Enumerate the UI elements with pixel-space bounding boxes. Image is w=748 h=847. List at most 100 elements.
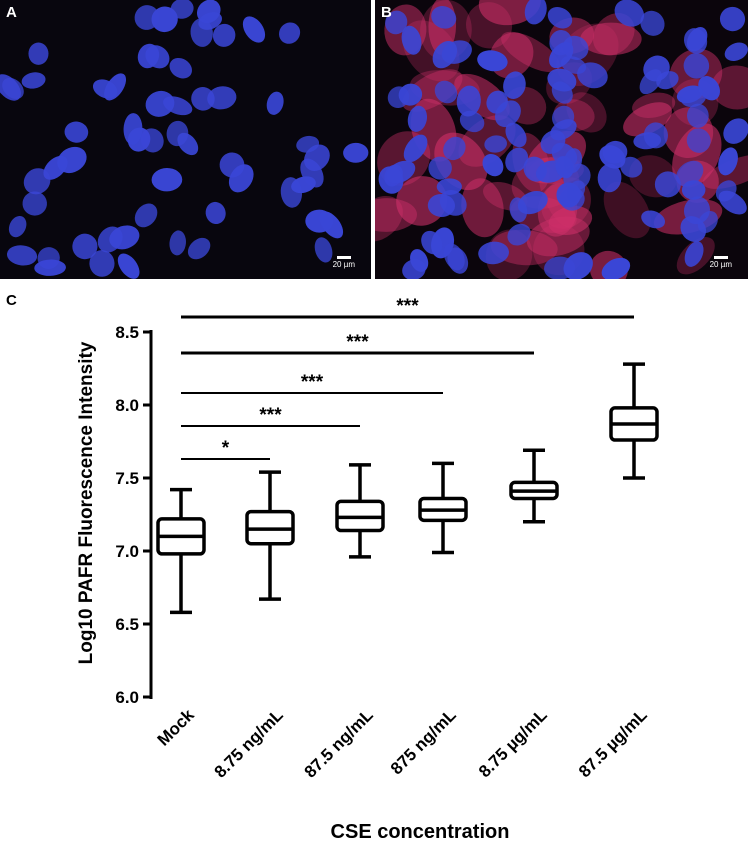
- significance-label: ***: [346, 332, 369, 353]
- cell-nucleus: [428, 156, 452, 180]
- cell-nucleus: [602, 140, 628, 164]
- cell-nucleus: [134, 203, 158, 228]
- cell-nucleus: [314, 237, 333, 263]
- cell-nucleus: [434, 80, 458, 104]
- cell-nucleus: [482, 153, 504, 177]
- panel-letter-a: A: [6, 4, 17, 21]
- cell-nucleus: [123, 113, 143, 145]
- panel-letter-c: C: [6, 292, 17, 309]
- cell-nucleus: [563, 148, 583, 174]
- cell-nucleus: [151, 168, 183, 192]
- cell-nucleus: [187, 237, 211, 260]
- cell-nucleus: [279, 22, 301, 44]
- cell-nucleus: [385, 10, 408, 35]
- cell-nucleus: [151, 6, 178, 33]
- cell-nucleus: [478, 241, 509, 265]
- cell-nucleus: [191, 86, 215, 111]
- cell-nucleus: [207, 86, 237, 110]
- box-1: [245, 470, 295, 601]
- cell-nucleus: [477, 50, 508, 72]
- cell-nucleus: [64, 121, 89, 143]
- cell-nucleus: [117, 253, 140, 279]
- cell-nucleus: [109, 225, 140, 250]
- scale-label-b: 20 µm: [709, 260, 732, 269]
- cell-nucleus: [169, 57, 193, 79]
- cell-nucleus: [524, 0, 547, 25]
- cell-nucleus: [387, 86, 410, 109]
- x-tick-label: 87.5 µg/mL: [575, 705, 651, 781]
- cell-nucleus: [654, 171, 681, 198]
- cell-nucleus: [505, 147, 529, 173]
- cell-nucleus: [484, 135, 507, 153]
- cell-nucleus: [643, 55, 670, 82]
- nuclei-image-b: [375, 0, 748, 279]
- x-tick-label: 875 ng/mL: [387, 705, 460, 778]
- cell-nucleus: [205, 201, 226, 225]
- significance-label: ***: [259, 405, 282, 426]
- y-tick-label: 7.5: [115, 469, 139, 488]
- x-tick-label: 87.5 ng/mL: [301, 705, 377, 781]
- cell-nucleus: [304, 144, 330, 171]
- cell-nucleus: [22, 191, 47, 216]
- cell-nucleus: [723, 118, 748, 144]
- pafr-stain-blob: [465, 2, 513, 49]
- x-tick-label: 8.75 ng/mL: [211, 705, 287, 781]
- cell-nucleus: [486, 90, 508, 114]
- cell-nucleus: [72, 233, 98, 260]
- y-tick-label: 6.5: [115, 615, 139, 634]
- cell-nucleus: [57, 146, 87, 174]
- cell-nucleus: [601, 257, 631, 279]
- cell-nucleus: [166, 120, 189, 147]
- y-tick-label: 7.0: [115, 542, 139, 561]
- scale-bar-a: [337, 256, 351, 259]
- pafr-stain-blob: [566, 92, 607, 133]
- cell-nucleus: [687, 103, 709, 128]
- cell-nucleus: [228, 164, 254, 193]
- box-5: [609, 362, 659, 480]
- x-tick-label: Mock: [154, 705, 199, 750]
- cell-nucleus: [431, 6, 457, 29]
- cell-nucleus: [427, 194, 456, 217]
- cell-nucleus: [6, 245, 38, 266]
- micrograph-panel-a: A 20 µm: [0, 0, 371, 279]
- cell-nucleus: [8, 215, 27, 238]
- box-plot-chart: C ************* 6.06.57.07.58.08.5 Mock 8…: [6, 292, 659, 843]
- nuclei-image-a: [0, 0, 369, 279]
- pafr-stain-blob: [526, 216, 590, 257]
- cell-nucleus: [401, 25, 422, 55]
- cell-nucleus: [319, 211, 344, 239]
- cell-nucleus: [698, 76, 720, 101]
- cell-nucleus: [407, 105, 428, 132]
- pafr-stain-blob: [603, 181, 651, 239]
- cell-nucleus: [641, 210, 666, 229]
- cell-nucleus: [196, 0, 221, 24]
- cell-nucleus: [686, 128, 711, 153]
- pafr-stain-blob: [580, 22, 642, 56]
- cell-nucleus: [459, 110, 485, 133]
- cell-nucleus: [21, 72, 46, 89]
- cell-nucleus: [0, 74, 21, 101]
- y-axis-label: Log10 PAFR Fluorescence Intensity: [76, 341, 97, 664]
- cell-nucleus: [190, 18, 213, 47]
- cell-nucleus: [683, 196, 710, 225]
- cell-nucleus: [456, 85, 481, 117]
- y-axis: 6.0 6.5 7.0 7.5 8.0 8.5: [115, 323, 153, 707]
- pafr-stain-blob: [711, 65, 748, 110]
- cell-nucleus: [140, 128, 164, 153]
- cell-nucleus: [614, 0, 645, 27]
- cell-nucleus: [242, 16, 266, 43]
- cell-nucleus: [23, 168, 51, 195]
- cell-nucleus: [410, 249, 429, 272]
- cell-nucleus: [718, 147, 738, 176]
- cell-nucleus: [505, 122, 527, 148]
- cell-nucleus: [421, 230, 443, 255]
- cell-nucleus: [562, 35, 589, 60]
- cell-nucleus: [683, 53, 710, 79]
- box-4: [509, 448, 559, 524]
- cell-nucleus: [563, 252, 593, 279]
- y-tick-label: 8.0: [115, 396, 139, 415]
- box-2: [335, 463, 385, 559]
- box-3: [418, 461, 468, 555]
- x-axis-label: CSE concentration: [331, 821, 510, 843]
- significance-brackets: *************: [181, 296, 634, 460]
